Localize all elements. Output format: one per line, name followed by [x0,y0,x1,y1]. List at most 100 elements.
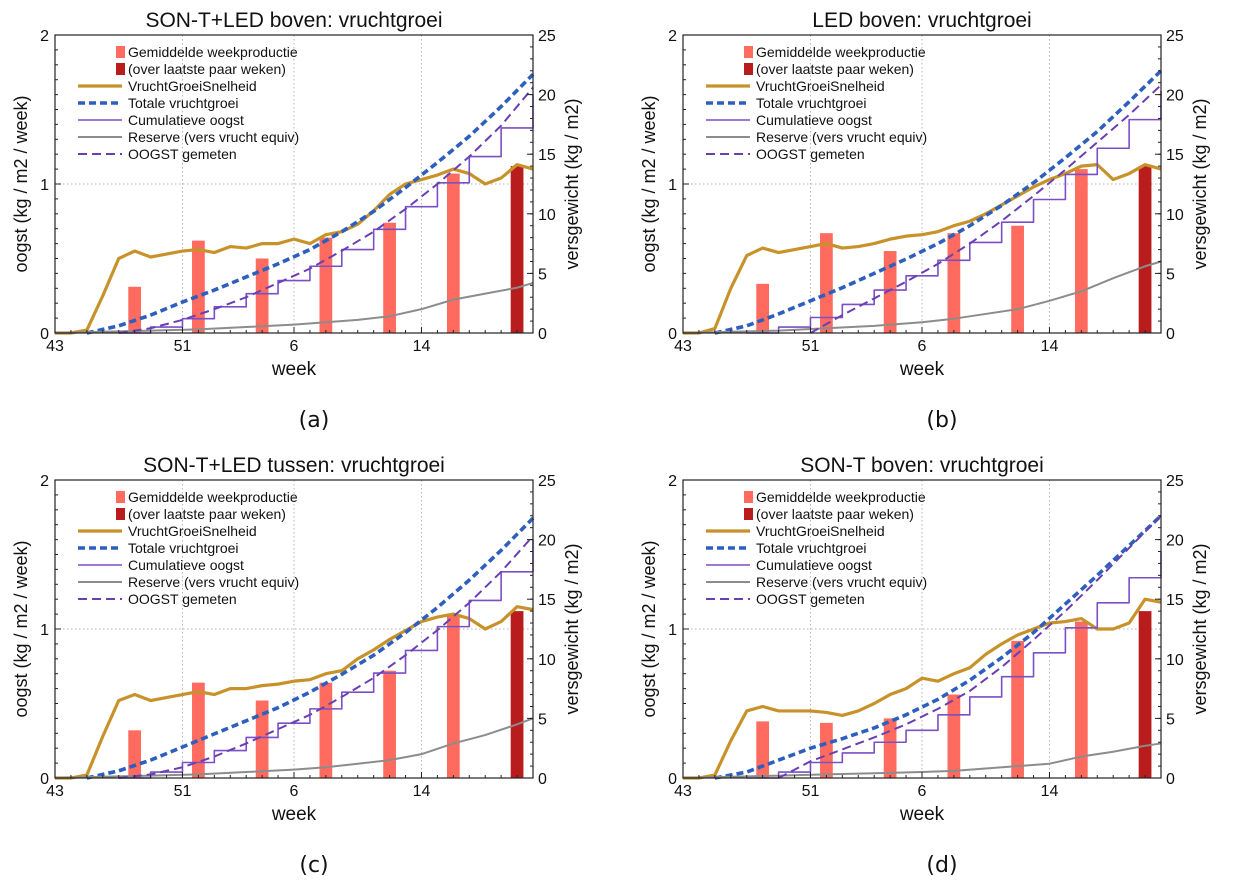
legend-label: Reserve (vers vrucht equiv) [756,574,927,590]
legend-label: Totale vruchtgroei [756,95,867,111]
y-tick-label: 1 [40,622,49,639]
bar [947,694,961,778]
legend-label: (over laatste paar weken) [128,61,286,77]
bar-recent [1138,611,1152,778]
y-tick-label: 2 [40,473,49,490]
y-tick-label: 0 [668,771,677,788]
x-tick-label: 43 [46,338,64,355]
y2-tick-label: 0 [1166,771,1175,788]
series-cumulatieve-oogst [746,551,1162,779]
y2-tick-label: 0 [538,326,547,343]
y2-tick-label: 25 [538,473,556,490]
legend-label: Cumulatieve oogst [756,557,872,573]
series-totale-vruchtgroei [86,73,535,335]
y2-tick-label: 0 [538,771,547,788]
series-cumulatieve-oogst [118,539,534,779]
series-oogst-gemeten [809,84,1162,334]
y2-axis-label: versgewicht (kg / m2) [1190,98,1210,269]
x-tick-label: 43 [46,783,64,800]
y-tick-label: 2 [668,28,677,45]
bar [947,233,961,333]
legend-swatch [116,63,125,75]
bar [756,721,770,778]
y2-tick-label: 5 [1166,266,1175,283]
caption-a: (a) [298,408,330,433]
legend-label: Totale vruchtgroei [128,540,239,556]
bar [1011,640,1024,778]
legend-label: OOGST gemeten [756,591,865,607]
legend-label: Gemiddelde weekproductie [756,44,926,60]
y-axis-label: oogst (kg / m2 / week) [11,95,31,272]
y-axis-label: oogst (kg / m2 / week) [639,95,659,272]
bar [883,251,897,333]
y2-tick-label: 15 [538,592,556,609]
bar-recent [510,166,524,333]
bar [883,718,897,778]
chart-title: SON-T+LED tussen: vruchtgroei [143,454,445,477]
bar [383,670,396,778]
legend-label: OOGST gemeten [128,146,237,162]
x-tick-label: 51 [802,783,820,800]
y2-tick-label: 5 [1166,711,1175,728]
legend-label: (over laatste paar weken) [128,506,286,522]
y2-axis-label: versgewicht (kg / m2) [562,98,582,269]
bar [192,240,205,333]
series-cumulatieve-oogst [746,91,1162,334]
y-tick-label: 1 [668,622,677,639]
legend-label: Totale vruchtgroei [756,540,867,556]
bar [820,722,833,778]
y2-tick-label: 20 [538,88,556,105]
x-tick-label: 6 [290,338,299,355]
series-vruchtgroeisnelheid [55,163,534,335]
legend-swatch [744,491,753,503]
chart-a: SON-T+LED boven: vruchtgroei012051015202… [11,9,582,380]
caption-b: (b) [926,408,958,433]
legend-swatch [116,508,125,520]
bar [319,682,333,778]
series-totale-vruchtgroei [714,514,1163,780]
series-reserve [54,281,534,334]
y2-tick-label: 15 [1166,147,1184,164]
series-vruchtgroeisnelheid [683,163,1162,335]
bar-recent [1138,166,1152,333]
x-axis-label: week [271,804,317,825]
legend-label: Gemiddelde weekproductie [128,489,298,505]
legend-label: Gemiddelde weekproductie [128,44,298,60]
legend-label: VruchtGroeiSnelheid [128,78,257,94]
chart-title: SON-T boven: vruchtgroei [800,454,1044,477]
y2-tick-label: 5 [538,711,547,728]
y2-tick-label: 20 [538,533,556,550]
bar [255,258,269,333]
x-tick-label: 14 [413,338,431,355]
legend-swatch [744,508,753,520]
bar [383,222,396,333]
series-reserve [682,260,1162,334]
legend-label: Reserve (vers vrucht equiv) [128,574,299,590]
bar [1074,621,1088,778]
y-tick-label: 2 [40,28,49,45]
series-oogst-gemeten [118,535,534,779]
series-totale-vruchtgroei [714,69,1163,335]
x-tick-label: 6 [918,783,927,800]
legend-label: OOGST gemeten [756,146,865,162]
y-tick-label: 0 [40,771,49,788]
y2-tick-label: 25 [1166,473,1184,490]
y2-tick-label: 20 [1166,88,1184,105]
chart-panel-a: SON-T+LED boven: vruchtgroei 0 1 2 0 5 10 15 20 2… [0,0,628,445]
legend-label: (over laatste paar weken) [756,61,914,77]
x-tick-label: 6 [290,783,299,800]
chart-title: LED boven: vruchtgroei [812,9,1031,32]
bar [446,614,460,778]
x-tick-label: 14 [1041,338,1059,355]
x-tick-label: 43 [674,338,692,355]
series-cumulatieve-oogst [118,94,534,334]
y-tick-label: 1 [40,177,49,194]
x-tick-label: 51 [802,338,820,355]
series-oogst-gemeten [118,86,534,334]
x-axis-label: week [899,804,945,825]
y2-tick-label: 10 [1166,652,1184,669]
chart-c: SON-T+LED tussen: vruchtgroei01205101520… [11,454,582,825]
y-axis-label: oogst (kg / m2 / week) [639,540,659,717]
legend-label: VruchtGroeiSnelheid [128,523,257,539]
